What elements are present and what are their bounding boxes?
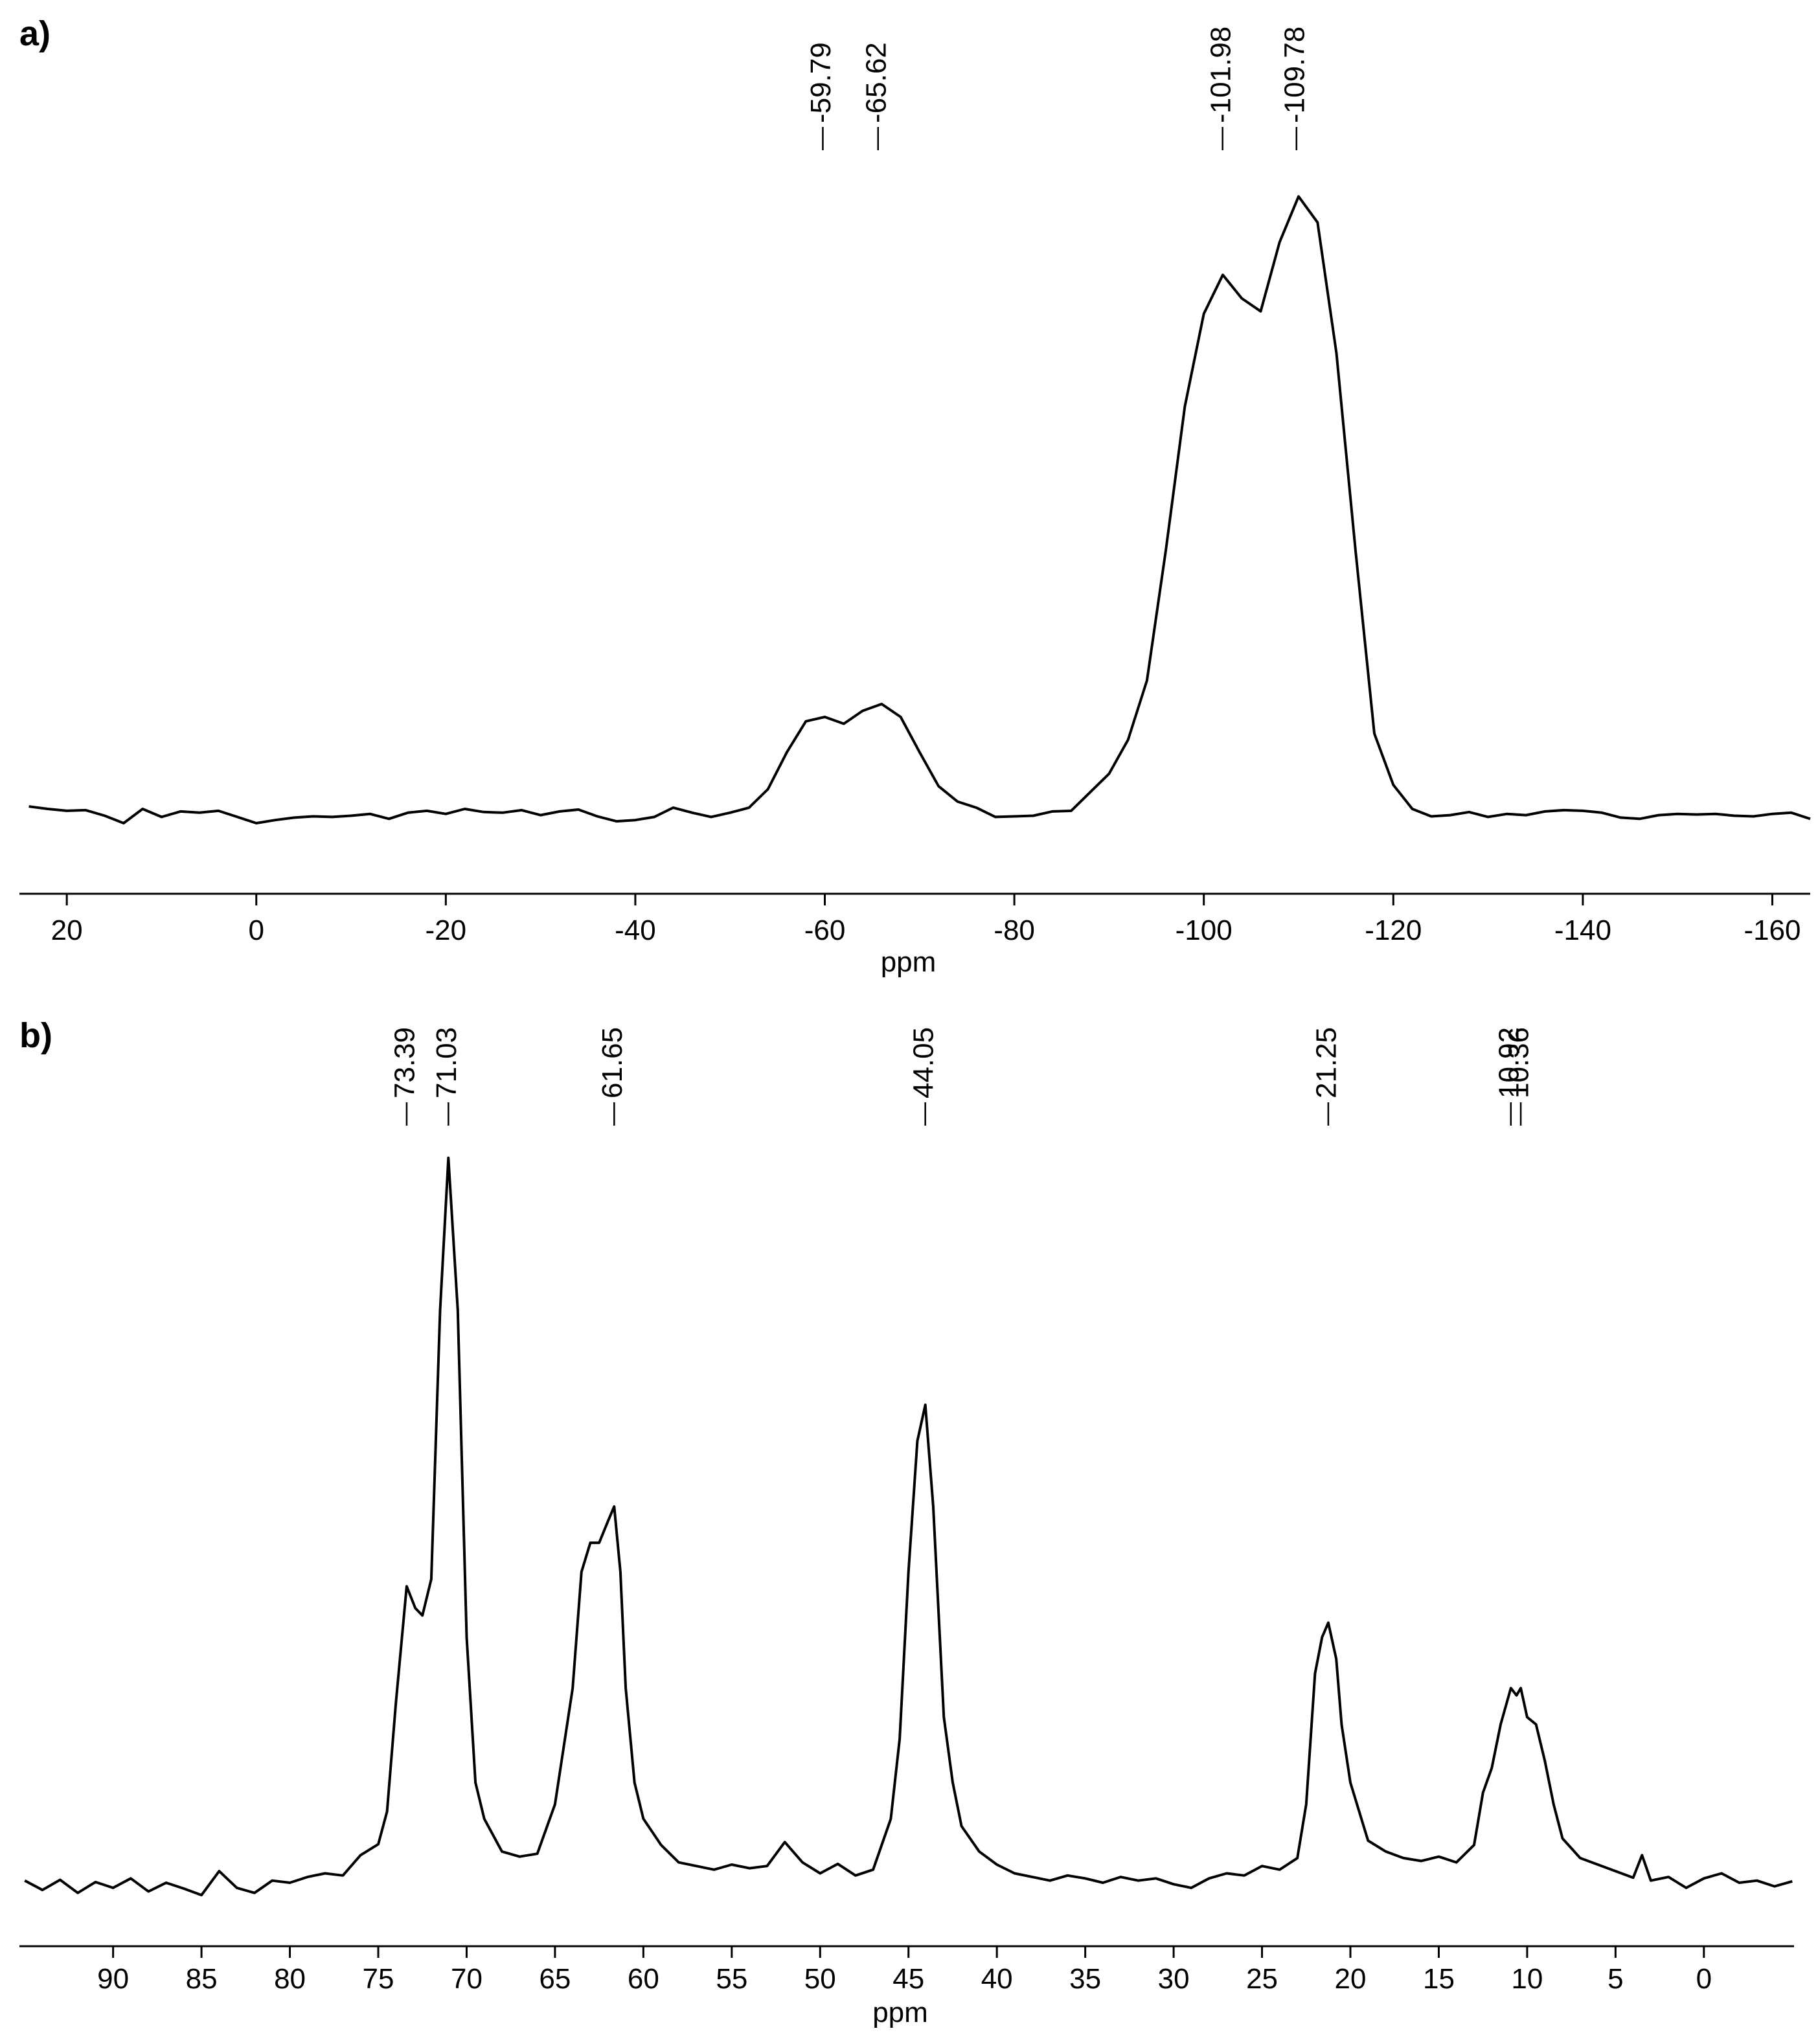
x-tick-label: -40 (615, 914, 656, 946)
x-tick-label: -80 (994, 914, 1035, 946)
x-tick-label: 0 (248, 914, 264, 946)
x-tick-label: -100 (1176, 914, 1233, 946)
x-tick-label: 10 (1511, 1963, 1543, 1995)
x-tick-label: 20 (51, 914, 83, 946)
peak-label: -65.62 (860, 42, 892, 123)
peak-label: 61.65 (597, 1027, 628, 1098)
x-axis-title: ppm (872, 1997, 928, 2028)
x-tick-label: -160 (1744, 914, 1801, 946)
x-tick-label: 15 (1423, 1963, 1455, 1995)
x-tick-label: 30 (1158, 1963, 1190, 1995)
x-tick-label: 40 (981, 1963, 1013, 1995)
x-tick-label: 85 (186, 1963, 218, 1995)
x-tick-label: 65 (539, 1963, 571, 1995)
x-tick-label: 55 (716, 1963, 747, 1995)
x-tick-label: 5 (1608, 1963, 1623, 1995)
x-tick-label: 70 (451, 1963, 483, 1995)
x-tick-label: 75 (363, 1963, 394, 1995)
x-tick-label: 50 (804, 1963, 836, 1995)
x-tick-label: -140 (1554, 914, 1611, 946)
x-axis-title: ppm (881, 946, 937, 978)
peak-label: 73.39 (389, 1027, 421, 1098)
peak-label: -59.79 (805, 42, 837, 123)
x-tick-label: 80 (274, 1963, 306, 1995)
x-tick-label: 20 (1335, 1963, 1367, 1995)
x-tick-label: -120 (1365, 914, 1422, 946)
x-tick-label: 25 (1246, 1963, 1278, 1995)
peak-label: 44.05 (907, 1027, 939, 1098)
spectrum-line (28, 195, 1811, 824)
x-tick-label: 35 (1069, 1963, 1101, 1995)
x-tick-label: 90 (97, 1963, 129, 1995)
x-tick-label: -20 (426, 914, 467, 946)
x-tick-label: 60 (628, 1963, 659, 1995)
x-tick-label: 0 (1696, 1963, 1712, 1995)
peak-label: -101.98 (1205, 27, 1236, 123)
peak-label: 10.92 (1493, 1027, 1525, 1098)
spectrum-line (24, 1156, 1793, 1897)
peak-label: -109.78 (1278, 27, 1310, 123)
panel-label: a) (19, 14, 51, 53)
panel-label: b) (19, 1016, 52, 1055)
peak-label: 71.03 (431, 1027, 462, 1098)
x-tick-label: -60 (804, 914, 846, 946)
peak-label: 21.25 (1311, 1027, 1343, 1098)
peak-label: 10.36 (1503, 1027, 1535, 1098)
x-tick-label: 45 (892, 1963, 924, 1995)
